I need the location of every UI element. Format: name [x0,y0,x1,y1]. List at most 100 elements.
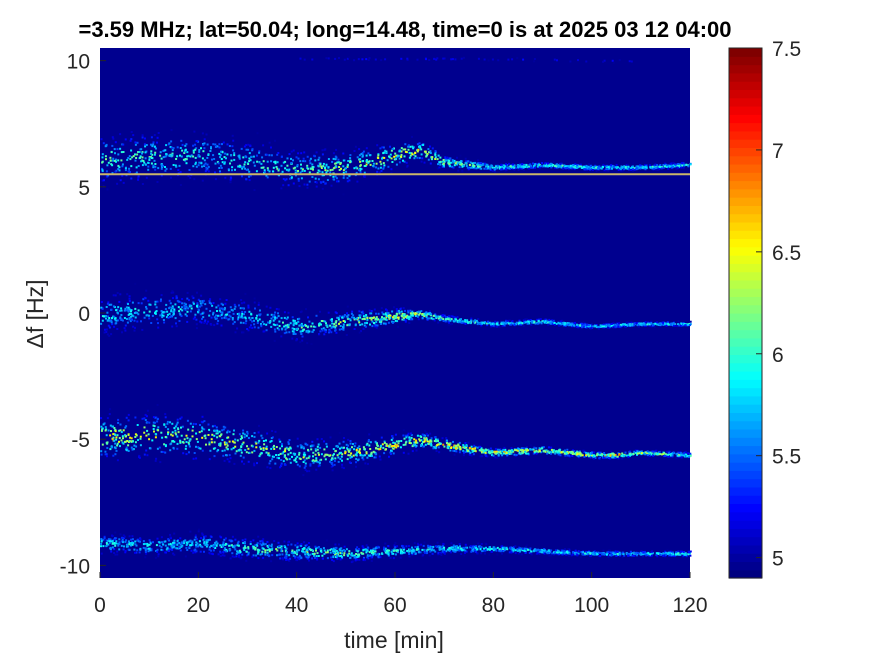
signal-point [480,164,483,167]
signal-point [105,328,108,331]
signal-point [214,429,217,432]
signal-point [367,555,370,557]
signal-point [151,439,154,442]
signal-point [407,148,410,151]
signal-point [456,447,459,450]
signal-point [402,159,404,162]
signal-point [326,324,329,327]
signal-point [281,155,283,158]
signal-point [388,549,391,552]
signal-point [478,322,481,325]
signal-point [307,167,310,170]
signal-point [675,452,678,455]
signal-point [352,443,354,445]
signal-point [139,435,142,438]
signal-point [639,167,642,170]
signal-point [446,445,449,448]
signal-point [244,161,247,164]
signal-point [285,331,288,334]
signal-point [683,323,686,326]
signal-point [535,452,538,455]
signal-point [191,429,194,432]
signal-point [113,548,116,551]
signal-point [111,172,114,175]
signal-point [199,313,202,316]
signal-point [336,180,338,183]
signal-point [209,298,212,301]
signal-point [359,167,362,170]
signal-point [367,439,370,441]
signal-point [162,314,165,317]
signal-point [411,135,413,138]
signal-point [379,446,382,449]
signal-point [231,134,234,137]
signal-point [247,447,250,450]
signal-point [503,167,506,170]
signal-point [327,311,330,314]
signal-point [408,552,411,555]
signal-point [124,138,127,141]
signal-point [244,311,247,313]
signal-point [164,413,167,416]
signal-point [644,453,647,456]
signal-point [427,442,429,445]
signal-point [613,165,615,168]
signal-point [484,454,487,457]
signal-point [182,452,185,455]
signal-point [179,184,182,186]
signal-point [137,313,140,316]
signal-point [111,164,114,167]
signal-point [114,453,117,456]
signal-point [611,167,613,170]
signal-point [361,154,364,157]
signal-point [624,451,627,454]
signal-point [180,426,182,429]
signal-point [248,175,251,178]
signal-point [246,328,249,330]
signal-point [541,162,544,165]
signal-point [458,161,461,164]
signal-point [285,326,288,329]
signal-point [333,460,336,462]
signal-point [452,440,454,443]
signal-point [134,416,137,419]
signal-point [259,447,262,450]
signal-point [241,307,244,310]
signal-point [296,318,299,321]
signal-point [125,448,128,451]
signal-point [476,163,479,166]
signal-point [152,143,155,146]
signal-point [220,302,223,305]
signal-point [618,551,621,554]
signal-point [553,321,556,324]
signal-point [392,316,395,319]
signal-point [524,450,527,453]
signal-point [510,447,513,449]
signal-point [381,443,384,446]
signal-point [244,292,247,295]
signal-point [519,453,522,456]
signal-point [659,164,662,166]
signal-point [176,543,179,546]
signal-point [289,322,292,325]
signal-point [465,160,468,163]
signal-point [307,329,310,332]
signal-point [293,328,296,330]
signal-point [364,325,367,328]
signal-point [394,152,397,155]
signal-point [135,544,138,547]
signal-point [414,445,417,448]
signal-point [322,327,325,330]
signal-point [222,141,225,144]
signal-point [335,166,338,168]
signal-point [471,162,474,165]
signal-point [663,455,666,458]
signal-point [188,299,190,302]
signal-point [635,167,638,170]
signal-point [378,320,381,323]
signal-point [301,335,304,338]
signal-point [105,428,108,431]
signal-point [434,156,437,159]
signal-point [331,469,334,472]
signal-point [321,329,324,332]
